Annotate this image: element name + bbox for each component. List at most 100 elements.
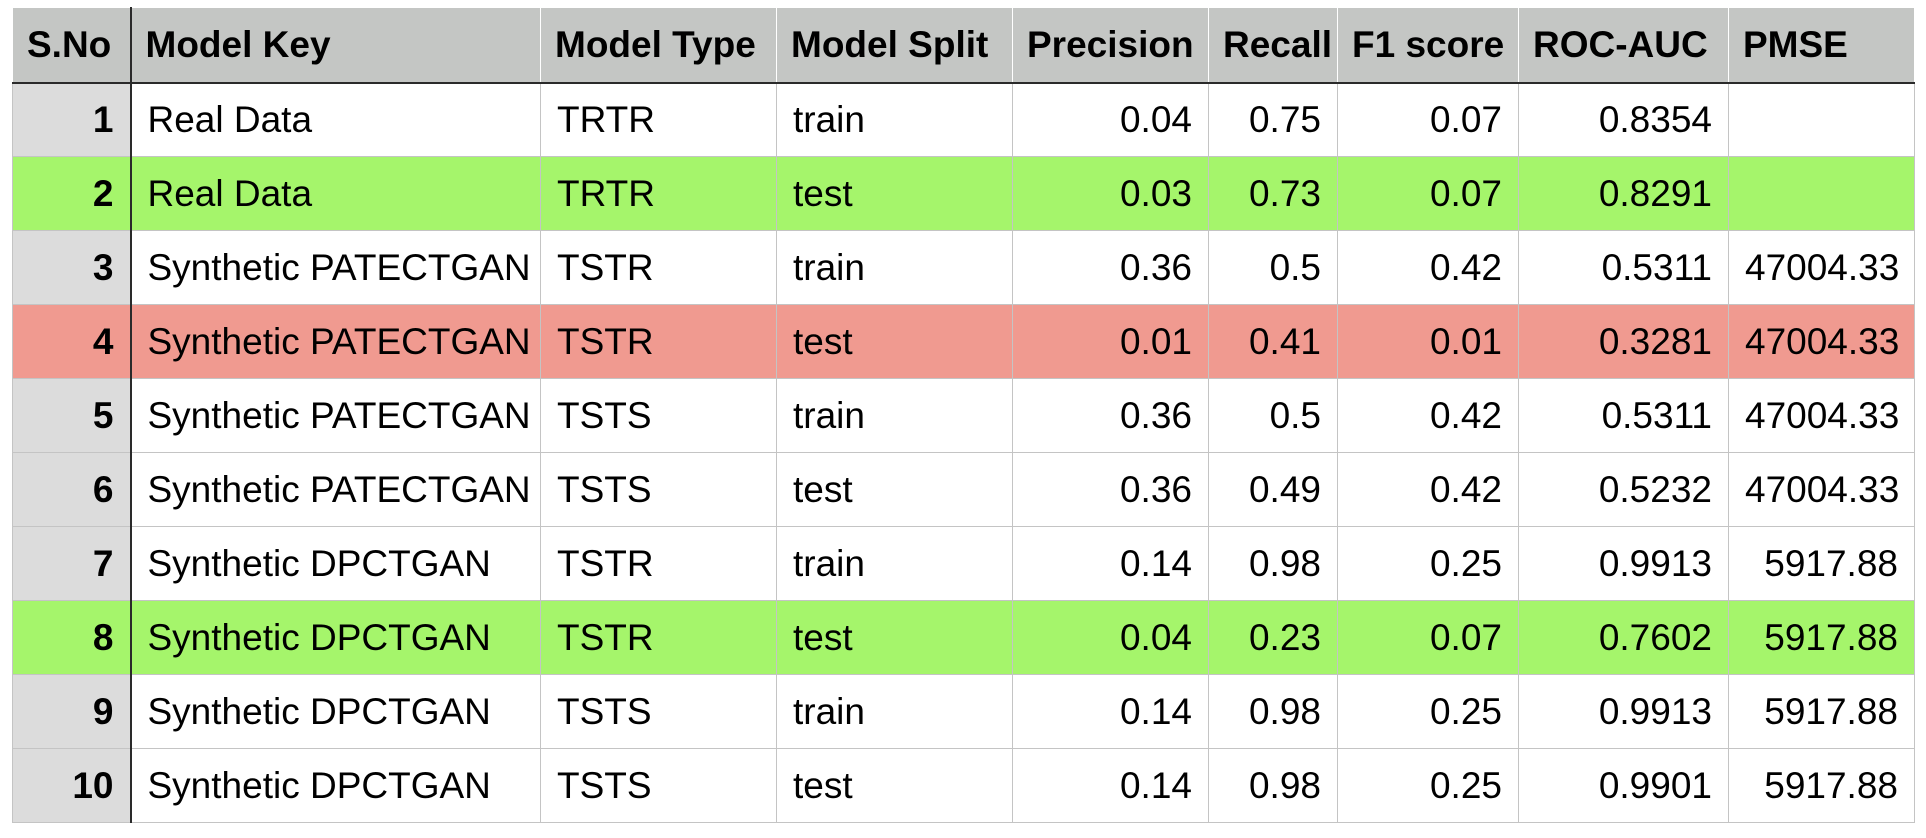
cell-roc-auc: 0.3281	[1518, 304, 1729, 379]
table-row: 9 Synthetic DPCTGAN TSTS train 0.14 0.98 0.25 0…	[12, 674, 1915, 749]
cell-pmse: 47004.33	[1728, 230, 1915, 305]
cell-model-key: Synthetic DPCTGAN	[130, 674, 541, 749]
cell-model-key: Real Data	[130, 156, 541, 231]
cell-f1-score: 0.25	[1337, 674, 1519, 749]
cell-recall: 0.98	[1208, 748, 1338, 823]
cell-pmse	[1728, 82, 1915, 157]
cell-model-key: Synthetic DPCTGAN	[130, 526, 541, 601]
cell-roc-auc: 0.8354	[1518, 82, 1729, 157]
header-model-split: Model Split	[776, 7, 1013, 84]
cell-model-type: TSTR	[540, 304, 777, 379]
cell-recall: 0.49	[1208, 452, 1338, 527]
cell-model-split: test	[776, 304, 1013, 379]
cell-precision: 0.04	[1012, 600, 1209, 675]
cell-model-key: Synthetic PATECTGAN	[130, 452, 541, 527]
cell-pmse: 5917.88	[1728, 600, 1915, 675]
header-sno: S.No	[12, 7, 132, 84]
cell-sno: 7	[12, 526, 132, 601]
cell-roc-auc: 0.9913	[1518, 674, 1729, 749]
cell-model-type: TSTS	[540, 748, 777, 823]
table-row: 2 Real Data TRTR test 0.03 0.73 0.07 0.8291	[12, 156, 1915, 231]
cell-pmse: 47004.33	[1728, 304, 1915, 379]
cell-f1-score: 0.01	[1337, 304, 1519, 379]
cell-recall: 0.75	[1208, 82, 1338, 157]
results-table-container: S.No Model Key Model Type Model Split Pr…	[12, 7, 1915, 823]
cell-model-split: test	[776, 600, 1013, 675]
cell-sno: 9	[12, 674, 132, 749]
cell-precision: 0.04	[1012, 82, 1209, 157]
cell-model-key: Synthetic PATECTGAN	[130, 230, 541, 305]
cell-f1-score: 0.25	[1337, 748, 1519, 823]
header-pmse: PMSE	[1728, 7, 1915, 84]
cell-sno: 8	[12, 600, 132, 675]
cell-f1-score: 0.07	[1337, 600, 1519, 675]
cell-sno: 2	[12, 156, 132, 231]
cell-model-key: Synthetic PATECTGAN	[130, 304, 541, 379]
cell-recall: 0.41	[1208, 304, 1338, 379]
header-roc-auc: ROC-AUC	[1518, 7, 1729, 84]
cell-recall: 0.5	[1208, 378, 1338, 453]
cell-recall: 0.98	[1208, 526, 1338, 601]
cell-f1-score: 0.07	[1337, 82, 1519, 157]
cell-precision: 0.01	[1012, 304, 1209, 379]
cell-f1-score: 0.42	[1337, 230, 1519, 305]
cell-model-key: Real Data	[130, 82, 541, 157]
cell-precision: 0.36	[1012, 452, 1209, 527]
header-precision: Precision	[1012, 7, 1209, 84]
table-row: 10 Synthetic DPCTGAN TSTS test 0.14 0.98 0.25 0…	[12, 748, 1915, 823]
cell-model-type: TSTR	[540, 526, 777, 601]
cell-roc-auc: 0.5311	[1518, 378, 1729, 453]
model-results-table: S.No Model Key Model Type Model Split Pr…	[12, 7, 1915, 823]
cell-sno: 5	[12, 378, 132, 453]
cell-model-type: TRTR	[540, 156, 777, 231]
cell-model-split: test	[776, 748, 1013, 823]
cell-precision: 0.03	[1012, 156, 1209, 231]
cell-precision: 0.14	[1012, 748, 1209, 823]
cell-sno: 10	[12, 748, 132, 823]
cell-recall: 0.98	[1208, 674, 1338, 749]
cell-recall: 0.73	[1208, 156, 1338, 231]
cell-roc-auc: 0.7602	[1518, 600, 1729, 675]
cell-model-type: TSTR	[540, 230, 777, 305]
cell-precision: 0.36	[1012, 378, 1209, 453]
cell-pmse: 5917.88	[1728, 526, 1915, 601]
cell-roc-auc: 0.9913	[1518, 526, 1729, 601]
cell-model-key: Synthetic DPCTGAN	[130, 748, 541, 823]
cell-precision: 0.14	[1012, 674, 1209, 749]
cell-model-type: TSTS	[540, 452, 777, 527]
cell-roc-auc: 0.5311	[1518, 230, 1729, 305]
cell-model-type: TRTR	[540, 82, 777, 157]
header-recall: Recall	[1208, 7, 1338, 84]
cell-precision: 0.14	[1012, 526, 1209, 601]
header-model-key: Model Key	[130, 7, 541, 84]
cell-sno: 1	[12, 82, 132, 157]
cell-pmse: 47004.33	[1728, 452, 1915, 527]
cell-sno: 6	[12, 452, 132, 527]
table-row: 5 Synthetic PATECTGAN TSTS train 0.36 0.5 0.42…	[12, 378, 1915, 453]
cell-f1-score: 0.07	[1337, 156, 1519, 231]
table-row: 7 Synthetic DPCTGAN TSTR train 0.14 0.98 0.25 0…	[12, 526, 1915, 601]
table-row: 1 Real Data TRTR train 0.04 0.75 0.07 0.8354	[12, 82, 1915, 157]
header-model-type: Model Type	[540, 7, 777, 84]
cell-sno: 3	[12, 230, 132, 305]
cell-recall: 0.5	[1208, 230, 1338, 305]
cell-f1-score: 0.25	[1337, 526, 1519, 601]
table-row: 3 Synthetic PATECTGAN TSTR train 0.36 0.5 0.42…	[12, 230, 1915, 305]
header-f1-score: F1 score	[1337, 7, 1519, 84]
cell-sno: 4	[12, 304, 132, 379]
cell-pmse: 5917.88	[1728, 748, 1915, 823]
table-row: 4 Synthetic PATECTGAN TSTR test 0.01 0.41 0.01…	[12, 304, 1915, 379]
cell-precision: 0.36	[1012, 230, 1209, 305]
table-row: 8 Synthetic DPCTGAN TSTR test 0.04 0.23 0.07 0.…	[12, 600, 1915, 675]
cell-model-key: Synthetic DPCTGAN	[130, 600, 541, 675]
cell-roc-auc: 0.8291	[1518, 156, 1729, 231]
cell-roc-auc: 0.9901	[1518, 748, 1729, 823]
cell-model-type: TSTS	[540, 378, 777, 453]
cell-model-type: TSTR	[540, 600, 777, 675]
cell-model-split: train	[776, 82, 1013, 157]
cell-f1-score: 0.42	[1337, 452, 1519, 527]
header-row: S.No Model Key Model Type Model Split Pr…	[12, 7, 1915, 84]
cell-model-split: test	[776, 156, 1013, 231]
cell-pmse: 5917.88	[1728, 674, 1915, 749]
cell-model-split: test	[776, 452, 1013, 527]
